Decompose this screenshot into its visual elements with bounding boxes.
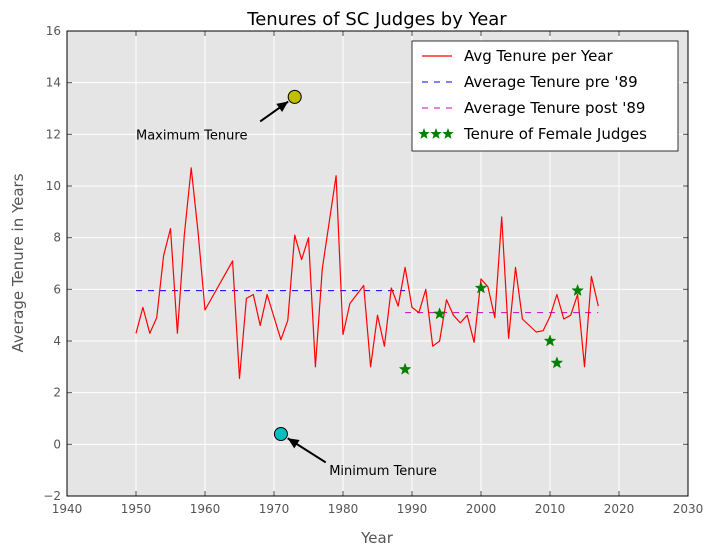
y-tick-label: 6 xyxy=(53,282,61,296)
female-judge-point xyxy=(571,283,584,297)
legend-label: Average Tenure pre '89 xyxy=(464,73,638,91)
min-annotation-label: Minimum Tenure xyxy=(329,464,437,479)
legend-label: Avg Tenure per Year xyxy=(464,47,614,65)
x-tick-label: 2000 xyxy=(466,502,497,516)
x-tick-label: 2010 xyxy=(535,502,566,516)
legend-label: Tenure of Female Judges xyxy=(463,125,647,143)
female-judge-point xyxy=(543,334,557,347)
min-tenure-marker xyxy=(273,427,288,441)
y-tick-label: 8 xyxy=(53,231,61,245)
x-tick-label: 2030 xyxy=(673,502,704,516)
y-tick-label: 4 xyxy=(53,334,61,348)
series-line-avg-tenure xyxy=(135,167,599,380)
x-tick-label: 1990 xyxy=(397,502,428,516)
female-judge-point xyxy=(433,307,446,320)
female-judge-point xyxy=(474,281,488,294)
y-tick-label: 2 xyxy=(53,386,61,400)
y-tick-label: 0 xyxy=(53,437,61,451)
y-tick-label: 12 xyxy=(46,127,61,141)
plot-frame xyxy=(66,30,689,497)
x-tick-label: 1950 xyxy=(121,502,152,516)
y-axis-label: Average Tenure in Years xyxy=(9,173,27,352)
legend-swatch-star xyxy=(430,128,442,139)
legend-box xyxy=(411,40,679,152)
x-tick-label: 1980 xyxy=(328,502,359,516)
legend-label: Average Tenure post '89 xyxy=(464,99,645,117)
legend: Avg Tenure per Year Average Tenure pre '8… xyxy=(411,40,679,152)
x-tick-label: 1960 xyxy=(190,502,221,516)
y-tick-label: 10 xyxy=(46,179,61,193)
y-tick-label: 14 xyxy=(46,76,61,90)
x-axis-label: Year xyxy=(360,529,394,547)
chart-title: Tenures of SC Judges by Year xyxy=(246,9,507,30)
legend-swatch-star xyxy=(442,128,454,139)
x-tick-label: 1970 xyxy=(259,502,290,516)
y-tick-label: 16 xyxy=(46,24,61,38)
female-judge-point xyxy=(398,362,412,375)
female-judge-point xyxy=(550,356,564,369)
min-annotation-arrowhead xyxy=(287,438,300,449)
legend-swatch-star xyxy=(418,128,430,139)
max-annotation-arrowhead xyxy=(276,101,289,112)
x-tick-label: 2020 xyxy=(604,502,635,516)
max-annotation-label: Maximum Tenure xyxy=(136,128,247,143)
x-tick-label: 1940 xyxy=(52,502,83,516)
series-group xyxy=(135,167,599,380)
y-tick-label: −2 xyxy=(43,489,61,503)
annotations: Maximum Tenure Minimum Tenure xyxy=(136,89,437,479)
max-tenure-marker xyxy=(287,89,302,104)
tick-labels: 1940 1950 1960 1970 1980 1990 2000 2010 2020 2030… xyxy=(43,24,703,516)
